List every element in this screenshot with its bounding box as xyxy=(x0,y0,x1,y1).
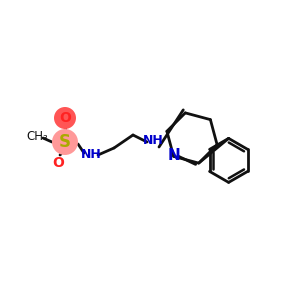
Text: O: O xyxy=(52,156,64,170)
Circle shape xyxy=(54,107,76,129)
Text: NH: NH xyxy=(142,134,164,148)
Text: CH₃: CH₃ xyxy=(26,130,48,143)
Text: N: N xyxy=(167,148,180,163)
Text: NH: NH xyxy=(81,148,101,161)
Text: S: S xyxy=(59,133,71,151)
Circle shape xyxy=(52,129,78,155)
Text: O: O xyxy=(59,111,71,125)
